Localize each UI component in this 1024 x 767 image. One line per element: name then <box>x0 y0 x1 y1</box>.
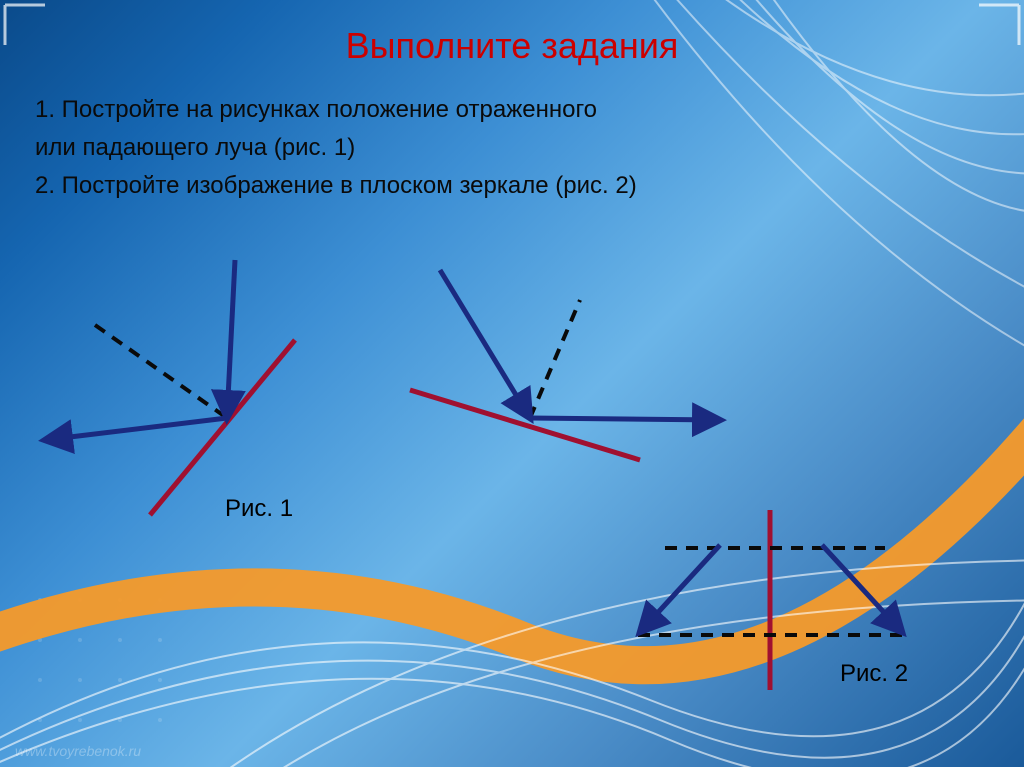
task-2: 2. Постройте изображение в плоском зерка… <box>35 168 989 204</box>
slide-title: Выполните задания <box>35 25 989 67</box>
mirror-line <box>410 390 640 460</box>
normal-line <box>530 300 580 418</box>
normal-line <box>95 325 227 418</box>
figure-1-right <box>410 270 720 460</box>
task-1-line-b: или падающего луча (рис. 1) <box>35 130 989 166</box>
incident-ray <box>227 260 235 418</box>
left-arrow <box>640 545 720 632</box>
figure-1-label: Рис. 1 <box>225 495 293 523</box>
reflected-ray <box>530 418 720 420</box>
slide-content: Выполните задания 1. Постройте на рисунк… <box>0 0 1024 231</box>
reflected-ray <box>45 418 227 440</box>
task-1-line-a: 1. Постройте на рисунках положение отраж… <box>35 92 989 128</box>
figure-2-label: Рис. 2 <box>840 660 908 688</box>
right-arrow <box>822 545 902 632</box>
figure-1-left <box>45 260 295 515</box>
mirror-line <box>150 340 295 515</box>
incident-ray <box>440 270 530 418</box>
